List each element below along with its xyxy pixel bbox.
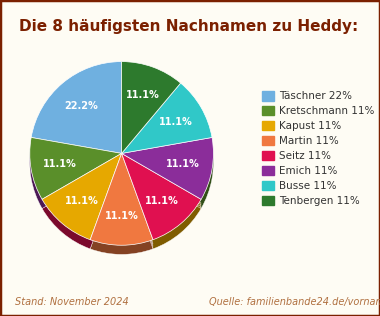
Wedge shape bbox=[122, 153, 201, 240]
Text: 11.1%: 11.1% bbox=[166, 159, 200, 169]
Wedge shape bbox=[31, 87, 122, 157]
Wedge shape bbox=[90, 163, 153, 254]
Wedge shape bbox=[122, 71, 212, 163]
Wedge shape bbox=[31, 92, 122, 163]
Text: 11.1%: 11.1% bbox=[105, 211, 138, 221]
Wedge shape bbox=[42, 157, 122, 243]
Wedge shape bbox=[31, 62, 122, 153]
Wedge shape bbox=[42, 163, 122, 249]
Text: Quelle: familienbande24.de/vornamen/: Quelle: familienbande24.de/vornamen/ bbox=[209, 296, 380, 307]
Wedge shape bbox=[90, 161, 153, 252]
Wedge shape bbox=[122, 69, 212, 161]
Wedge shape bbox=[63, 67, 122, 159]
Text: 11.1%: 11.1% bbox=[159, 117, 193, 127]
Wedge shape bbox=[122, 137, 214, 199]
Wedge shape bbox=[31, 90, 122, 161]
Wedge shape bbox=[90, 159, 153, 251]
Text: Die 8 häufigsten Nachnamen zu Heddy:: Die 8 häufigsten Nachnamen zu Heddy: bbox=[19, 19, 358, 34]
Wedge shape bbox=[122, 157, 201, 243]
Wedge shape bbox=[122, 65, 212, 157]
Wedge shape bbox=[63, 65, 122, 157]
Wedge shape bbox=[122, 161, 201, 247]
Wedge shape bbox=[30, 143, 122, 205]
Text: 22.2%: 22.2% bbox=[65, 100, 98, 111]
Wedge shape bbox=[122, 67, 212, 159]
Wedge shape bbox=[122, 62, 180, 153]
Wedge shape bbox=[42, 161, 122, 247]
Legend: Täschner 22%, Kretschmann 11%, Kapust 11%, Martin 11%, Seitz 11%, Emich 11%, Bus: Täschner 22%, Kretschmann 11%, Kapust 11… bbox=[262, 91, 375, 206]
Wedge shape bbox=[30, 137, 122, 199]
Text: 11.1%: 11.1% bbox=[145, 196, 179, 206]
Wedge shape bbox=[122, 159, 201, 245]
Wedge shape bbox=[30, 145, 122, 207]
Text: 11.1%: 11.1% bbox=[65, 196, 98, 206]
Wedge shape bbox=[63, 69, 122, 161]
Wedge shape bbox=[90, 157, 153, 249]
Wedge shape bbox=[30, 147, 122, 209]
Text: 11.1%: 11.1% bbox=[126, 90, 160, 100]
Wedge shape bbox=[122, 147, 214, 209]
Text: Stand: November 2024: Stand: November 2024 bbox=[15, 296, 129, 307]
Wedge shape bbox=[122, 83, 212, 153]
Wedge shape bbox=[42, 159, 122, 245]
Wedge shape bbox=[42, 153, 122, 240]
Wedge shape bbox=[122, 143, 214, 205]
Wedge shape bbox=[122, 145, 214, 207]
Wedge shape bbox=[90, 153, 153, 245]
Wedge shape bbox=[122, 141, 214, 203]
Wedge shape bbox=[122, 163, 201, 249]
Wedge shape bbox=[30, 141, 122, 203]
Wedge shape bbox=[31, 88, 122, 159]
Wedge shape bbox=[63, 71, 122, 163]
Text: 11.1%: 11.1% bbox=[43, 159, 77, 169]
